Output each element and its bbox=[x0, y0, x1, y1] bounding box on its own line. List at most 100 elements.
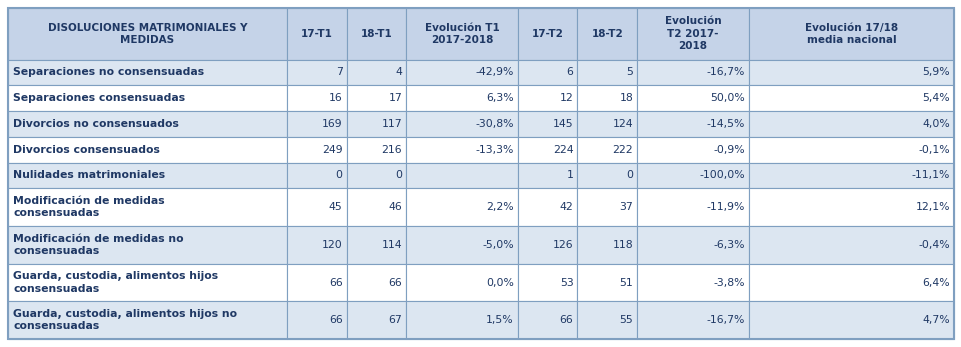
Bar bbox=[577, 8, 636, 60]
Text: 50,0%: 50,0% bbox=[709, 93, 744, 103]
Bar bbox=[636, 301, 748, 339]
Text: Divorcios no consensuados: Divorcios no consensuados bbox=[13, 119, 179, 129]
Bar bbox=[286, 8, 346, 60]
Text: -42,9%: -42,9% bbox=[475, 67, 513, 77]
Bar bbox=[577, 163, 636, 188]
Text: 37: 37 bbox=[619, 202, 632, 212]
Bar bbox=[8, 163, 286, 188]
Text: 17-T2: 17-T2 bbox=[531, 29, 563, 39]
Bar bbox=[748, 85, 953, 111]
Bar bbox=[8, 188, 286, 226]
Bar bbox=[286, 301, 346, 339]
Text: 126: 126 bbox=[553, 240, 573, 250]
Text: 1,5%: 1,5% bbox=[485, 315, 513, 325]
Text: 4: 4 bbox=[395, 67, 402, 77]
Text: 51: 51 bbox=[619, 278, 632, 288]
Bar bbox=[406, 301, 517, 339]
Bar bbox=[286, 60, 346, 85]
Text: -0,9%: -0,9% bbox=[712, 145, 744, 155]
Bar bbox=[577, 188, 636, 226]
Text: 222: 222 bbox=[612, 145, 632, 155]
Bar bbox=[577, 226, 636, 264]
Text: 145: 145 bbox=[553, 119, 573, 129]
Text: Divorcios consensuados: Divorcios consensuados bbox=[13, 145, 160, 155]
Bar bbox=[517, 8, 577, 60]
Text: Evolución T1
2017-2018: Evolución T1 2017-2018 bbox=[424, 23, 499, 45]
Bar bbox=[346, 85, 406, 111]
Bar bbox=[8, 8, 286, 60]
Bar bbox=[346, 111, 406, 137]
Text: 120: 120 bbox=[322, 240, 342, 250]
Text: 17-T1: 17-T1 bbox=[301, 29, 333, 39]
Bar bbox=[406, 226, 517, 264]
Text: 5: 5 bbox=[626, 67, 632, 77]
Bar bbox=[517, 188, 577, 226]
Bar bbox=[346, 163, 406, 188]
Bar bbox=[346, 264, 406, 301]
Text: Nulidades matrimoniales: Nulidades matrimoniales bbox=[13, 170, 165, 180]
Bar bbox=[577, 60, 636, 85]
Text: -3,8%: -3,8% bbox=[712, 278, 744, 288]
Bar bbox=[748, 163, 953, 188]
Text: -13,3%: -13,3% bbox=[475, 145, 513, 155]
Bar bbox=[577, 264, 636, 301]
Bar bbox=[517, 137, 577, 163]
Text: 0: 0 bbox=[626, 170, 632, 180]
Text: 0: 0 bbox=[335, 170, 342, 180]
Text: 17: 17 bbox=[388, 93, 402, 103]
Text: -100,0%: -100,0% bbox=[699, 170, 744, 180]
Text: 216: 216 bbox=[382, 145, 402, 155]
Text: 5,4%: 5,4% bbox=[922, 93, 949, 103]
Bar bbox=[286, 137, 346, 163]
Bar bbox=[8, 85, 286, 111]
Text: 6,3%: 6,3% bbox=[485, 93, 513, 103]
Text: 46: 46 bbox=[388, 202, 402, 212]
Text: 249: 249 bbox=[322, 145, 342, 155]
Text: 169: 169 bbox=[322, 119, 342, 129]
Bar bbox=[286, 163, 346, 188]
Bar bbox=[517, 264, 577, 301]
Bar bbox=[577, 111, 636, 137]
Bar bbox=[286, 85, 346, 111]
Text: 114: 114 bbox=[382, 240, 402, 250]
Bar bbox=[8, 137, 286, 163]
Text: 6,4%: 6,4% bbox=[922, 278, 949, 288]
Bar bbox=[346, 301, 406, 339]
Bar bbox=[517, 163, 577, 188]
Text: 16: 16 bbox=[329, 93, 342, 103]
Bar bbox=[517, 226, 577, 264]
Bar bbox=[286, 188, 346, 226]
Bar bbox=[748, 188, 953, 226]
Bar bbox=[346, 188, 406, 226]
Text: -16,7%: -16,7% bbox=[705, 67, 744, 77]
Bar bbox=[748, 111, 953, 137]
Bar bbox=[406, 137, 517, 163]
Text: 66: 66 bbox=[329, 315, 342, 325]
Bar bbox=[406, 85, 517, 111]
Text: -0,1%: -0,1% bbox=[918, 145, 949, 155]
Text: 18-T1: 18-T1 bbox=[360, 29, 392, 39]
Text: Evolución
T2 2017-
2018: Evolución T2 2017- 2018 bbox=[664, 16, 721, 51]
Bar bbox=[748, 226, 953, 264]
Text: Separaciones consensuadas: Separaciones consensuadas bbox=[13, 93, 185, 103]
Text: 117: 117 bbox=[382, 119, 402, 129]
Bar bbox=[346, 226, 406, 264]
Text: -11,1%: -11,1% bbox=[911, 170, 949, 180]
Text: 124: 124 bbox=[612, 119, 632, 129]
Bar bbox=[636, 264, 748, 301]
Bar bbox=[406, 8, 517, 60]
Text: -14,5%: -14,5% bbox=[705, 119, 744, 129]
Bar bbox=[636, 111, 748, 137]
Bar bbox=[577, 301, 636, 339]
Bar bbox=[346, 60, 406, 85]
Text: DISOLUCIONES MATRIMONIALES Y
MEDIDAS: DISOLUCIONES MATRIMONIALES Y MEDIDAS bbox=[48, 23, 247, 45]
Bar bbox=[406, 163, 517, 188]
Text: 18-T2: 18-T2 bbox=[591, 29, 623, 39]
Bar bbox=[748, 60, 953, 85]
Text: Evolución 17/18
media nacional: Evolución 17/18 media nacional bbox=[804, 23, 897, 45]
Text: -5,0%: -5,0% bbox=[481, 240, 513, 250]
Bar bbox=[8, 264, 286, 301]
Text: 45: 45 bbox=[329, 202, 342, 212]
Text: 1: 1 bbox=[566, 170, 573, 180]
Text: Guarda, custodia, alimentos hijos no
consensuadas: Guarda, custodia, alimentos hijos no con… bbox=[13, 309, 236, 331]
